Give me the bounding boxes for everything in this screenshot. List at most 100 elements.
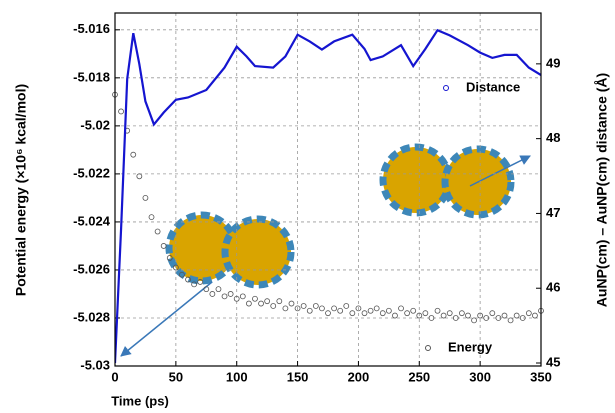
- energy-point: [501, 312, 508, 319]
- energy-point: [203, 286, 210, 293]
- x-tick-label: 150: [287, 369, 309, 384]
- energy-point: [452, 315, 459, 321]
- y-tick-label: -5.024: [73, 213, 111, 228]
- energy-point: [166, 255, 173, 261]
- legend-marker: [443, 85, 449, 91]
- plot-frame: [114, 12, 542, 367]
- energy-point: [349, 310, 356, 317]
- x-tick-label: 50: [169, 369, 183, 384]
- energy-point: [471, 317, 477, 324]
- energy-point: [465, 312, 471, 319]
- y-tick-label: -5.02: [80, 117, 110, 132]
- x-tick-label: 0: [111, 369, 118, 384]
- energy-point: [331, 305, 337, 312]
- energy-point: [172, 264, 179, 271]
- y-tick-label: -5.016: [73, 21, 110, 36]
- energy-point: [385, 307, 392, 314]
- energy-point: [148, 214, 155, 221]
- energy-point: [312, 303, 319, 309]
- energy-point: [434, 307, 441, 314]
- energy-point: [294, 305, 301, 312]
- energy-point: [416, 312, 423, 319]
- y-tick-label: -5.022: [73, 165, 110, 180]
- x-tick-label: 250: [408, 369, 430, 384]
- energy-point: [276, 298, 283, 305]
- nanoparticle-pair-right: [379, 143, 515, 219]
- energy-point: [154, 228, 161, 235]
- energy-point: [319, 305, 325, 312]
- energy-point: [245, 300, 252, 307]
- energy-point: [282, 305, 289, 312]
- energy-point: [489, 310, 496, 317]
- y-tick-label: -5.028: [73, 309, 110, 324]
- energy-point: [458, 310, 465, 317]
- energy-point: [367, 307, 374, 314]
- energy-point: [233, 295, 240, 302]
- energy-point: [306, 307, 313, 314]
- energy-point: [239, 293, 246, 300]
- energy-point: [142, 195, 149, 201]
- y2-tick-label: 46: [546, 280, 560, 295]
- y2-tick-label: 45: [546, 354, 560, 369]
- energy-point: [300, 303, 307, 309]
- energy-point: [422, 310, 429, 317]
- energy-point: [118, 108, 124, 115]
- energy-point: [288, 300, 295, 307]
- x-tick-label: 200: [348, 369, 370, 384]
- energy-point: [355, 305, 362, 312]
- y2-tick-label: 47: [546, 205, 560, 220]
- energy-point: [477, 312, 484, 319]
- energy-point: [179, 271, 185, 278]
- y2-tick-label: 48: [546, 130, 560, 145]
- energy-point: [513, 312, 520, 319]
- legend-label: Distance: [466, 79, 520, 94]
- energy-point: [258, 300, 264, 307]
- energy-point: [379, 310, 386, 317]
- energy-point: [404, 310, 411, 317]
- energy-point: [440, 312, 447, 319]
- y-tick-label: -5.018: [73, 69, 110, 84]
- energy-point: [270, 303, 277, 309]
- y2-axis-label: AuNP(cm) – AuNP(cm) distance (Å): [594, 73, 610, 307]
- energy-point: [392, 312, 398, 319]
- legend-label: Energy: [448, 339, 493, 354]
- y2-tick-label: 49: [546, 55, 560, 70]
- energy-point: [185, 276, 191, 283]
- energy-point: [361, 310, 368, 317]
- energy-point: [519, 315, 526, 321]
- y-axis-label: Potential energy (×10⁶ kcal/mol): [13, 84, 29, 296]
- energy-point: [410, 307, 417, 314]
- x-tick-label: 350: [530, 369, 552, 384]
- nanoparticle-pair-left: [165, 211, 295, 289]
- energy-point: [130, 151, 137, 158]
- energy-point: [337, 307, 344, 314]
- energy-point: [160, 243, 167, 249]
- energy-point: [343, 303, 350, 309]
- energy-point: [215, 286, 222, 293]
- energy-point: [221, 293, 228, 300]
- energy-point: [227, 291, 234, 297]
- x-tick-label: 300: [469, 369, 491, 384]
- energy-point: [136, 173, 143, 180]
- energy-point: [398, 305, 404, 312]
- energy-point: [209, 291, 216, 297]
- y-tick-label: -5.026: [73, 261, 110, 276]
- energy-point: [252, 295, 258, 302]
- energy-point: [446, 310, 453, 317]
- energy-point: [525, 310, 532, 317]
- energy-point: [191, 281, 198, 288]
- energy-point: [197, 279, 204, 285]
- y-tick-label: -5.03: [80, 357, 110, 372]
- energy-point: [264, 298, 271, 305]
- energy-point: [325, 310, 331, 317]
- energy-point: [483, 315, 490, 321]
- arrow: [120, 281, 213, 357]
- x-tick-label: 100: [226, 369, 248, 384]
- energy-point: [428, 315, 435, 321]
- distance-line: [115, 28, 541, 364]
- x-axis-label: Time (ps): [111, 393, 169, 408]
- energy-point: [507, 317, 514, 324]
- energy-point: [373, 305, 380, 312]
- energy-point: [495, 315, 502, 321]
